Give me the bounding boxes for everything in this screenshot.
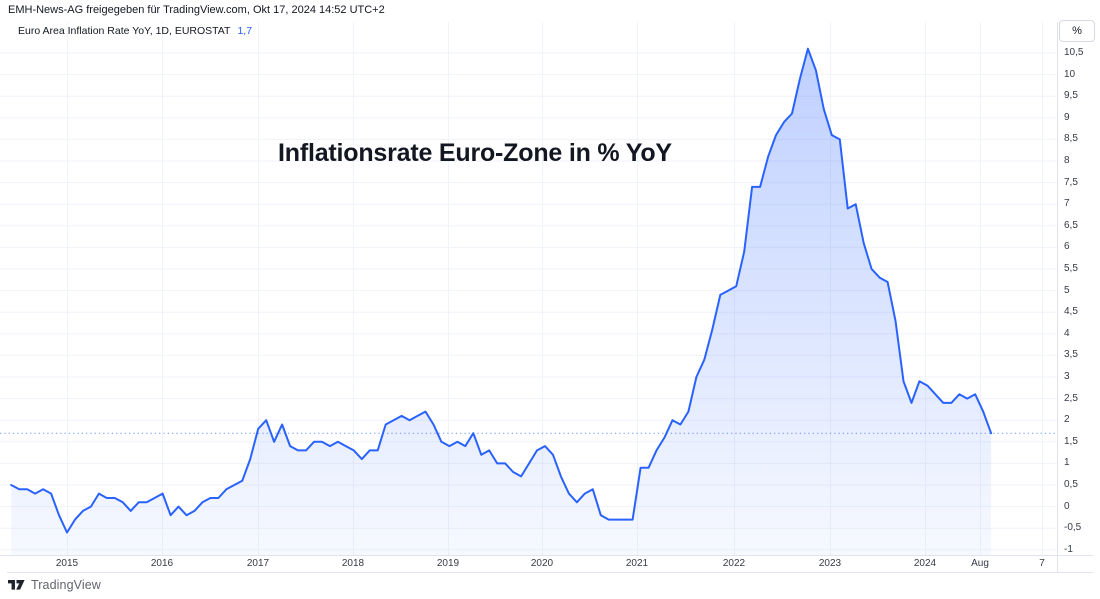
time-axis-label: 2015 bbox=[55, 558, 79, 569]
price-axis-label: 2 bbox=[1064, 414, 1070, 426]
time-axis-label: 2018 bbox=[341, 558, 365, 569]
price-axis-label: 1 bbox=[1064, 457, 1070, 469]
chart-title-annotation: Inflationsrate Euro-Zone in % YoY bbox=[278, 139, 672, 167]
price-axis-label: 9,5 bbox=[1064, 90, 1078, 102]
time-axis-label: 2021 bbox=[625, 558, 649, 569]
time-axis-label: 7 bbox=[1039, 558, 1045, 569]
time-axis[interactable]: 2015 2016 2017 2018 2019 2020 2021 2022 2023 2024… bbox=[0, 556, 1057, 572]
price-axis-label: 0,5 bbox=[1064, 479, 1078, 490]
time-axis-label: 2023 bbox=[818, 558, 842, 569]
series-area-fill bbox=[11, 48, 992, 555]
price-axis[interactable]: 10,5 10 9,5 9 8,5 8 7,5 7 6,5 6 5,5 5 4,5 4 3,5 3 2,5 2 1,… bbox=[1058, 22, 1100, 555]
tradingview-logo-link[interactable]: TradingView bbox=[8, 578, 101, 592]
publisher-attribution: EMH-News-AG freigegeben für TradingView.… bbox=[8, 4, 385, 16]
time-axis-label: 2017 bbox=[246, 558, 270, 569]
series-legend-value: 1,7 bbox=[237, 25, 253, 37]
price-axis-unit-badge: % bbox=[1059, 20, 1095, 42]
price-axis-label: 3 bbox=[1064, 371, 1070, 382]
tradingview-logo-wordmark: TradingView bbox=[31, 578, 101, 592]
price-axis-label: 7 bbox=[1064, 198, 1070, 210]
price-axis-label: 9 bbox=[1064, 111, 1070, 123]
price-axis-label: 6 bbox=[1064, 241, 1070, 253]
series-legend[interactable]: Euro Area Inflation Rate YoY, 1D, EUROST… bbox=[18, 25, 252, 37]
time-axis-label: 2016 bbox=[150, 558, 174, 569]
price-axis-label: 0 bbox=[1064, 500, 1070, 512]
pane-borders bbox=[0, 22, 1093, 573]
price-axis-label: 5 bbox=[1064, 284, 1070, 296]
price-axis-label: 8,5 bbox=[1064, 133, 1078, 145]
price-axis-label: 5,5 bbox=[1064, 263, 1078, 274]
price-axis-label: -1 bbox=[1064, 543, 1073, 555]
tradingview-logo-icon bbox=[8, 579, 25, 590]
time-axis-label: 2020 bbox=[530, 558, 554, 569]
series-line bbox=[10, 47, 993, 534]
time-axis-label: 2024 bbox=[913, 558, 937, 569]
price-axis-label: 3,5 bbox=[1064, 349, 1078, 361]
price-axis-label: 1,5 bbox=[1064, 435, 1078, 447]
price-axis-label: 4 bbox=[1064, 327, 1070, 339]
price-axis-label: 8 bbox=[1064, 155, 1070, 166]
price-axis-label: 10,5 bbox=[1064, 47, 1084, 58]
price-axis-label: 2,5 bbox=[1064, 392, 1078, 404]
price-axis-label: 10 bbox=[1064, 68, 1076, 80]
price-axis-label: -0,5 bbox=[1064, 522, 1082, 534]
time-axis-label: 2019 bbox=[436, 558, 460, 569]
time-axis-label: Aug bbox=[971, 558, 989, 569]
price-axis-label: 4,5 bbox=[1064, 306, 1078, 318]
price-axis-label: 6,5 bbox=[1064, 219, 1078, 231]
price-axis-label: 7,5 bbox=[1064, 176, 1078, 188]
time-axis-label: 2022 bbox=[722, 558, 746, 569]
series-legend-title: Euro Area Inflation Rate YoY, 1D, EUROST… bbox=[18, 25, 231, 37]
